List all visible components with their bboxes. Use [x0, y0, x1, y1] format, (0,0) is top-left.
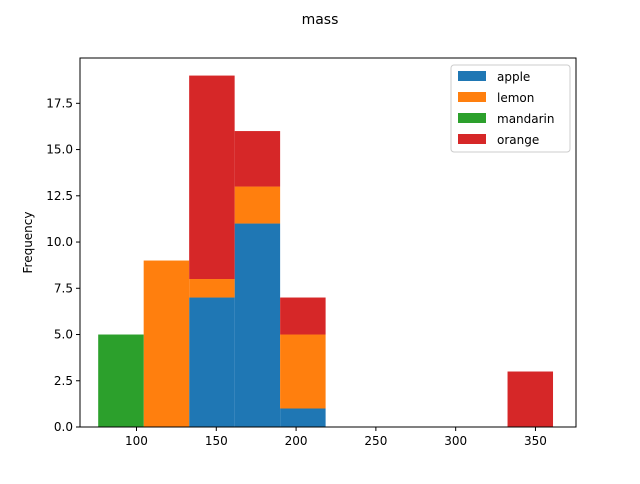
- bar-orange-bin-4: [280, 297, 326, 335]
- bar-apple-bin-3: [234, 223, 281, 427]
- bar-apple-bin-4: [280, 408, 326, 427]
- legend-swatch-orange: [458, 134, 486, 144]
- bar-apple-bin-2: [189, 297, 235, 427]
- x-tick-label: 200: [285, 434, 308, 448]
- y-tick-label: 10.0: [46, 235, 73, 249]
- x-tick-label: 350: [524, 434, 547, 448]
- y-tick-label: 17.5: [46, 96, 73, 110]
- bar-lemon-bin-3: [234, 186, 281, 224]
- y-tick-label: 12.5: [46, 189, 73, 203]
- legend-swatch-lemon: [458, 92, 486, 102]
- y-tick-label: 5.0: [54, 328, 73, 342]
- legend-label-apple: apple: [497, 70, 530, 84]
- legend-box: [450, 64, 571, 153]
- legend-label-lemon: lemon: [497, 91, 534, 105]
- y-axis-label: Frequency: [21, 212, 35, 274]
- legend-label-mandarin: mandarin: [497, 112, 555, 126]
- bar-mandarin-bin-0: [98, 334, 144, 427]
- bar-orange-bin-2: [189, 75, 235, 280]
- y-tick-label: 7.5: [54, 281, 73, 295]
- y-tick-label: 15.0: [46, 143, 73, 157]
- legend-label-orange: orange: [497, 133, 539, 147]
- chart-title: mass: [302, 12, 339, 28]
- x-tick-label: 300: [444, 434, 467, 448]
- x-axis: 100 150 200 250 300 350: [125, 427, 547, 448]
- bar-lemon-bin-2: [189, 279, 235, 298]
- legend: apple lemon mandarin orange: [450, 64, 571, 153]
- bar-lemon-bin-1: [143, 260, 190, 427]
- y-tick-label: 2.5: [54, 374, 73, 388]
- bar-lemon-bin-4: [280, 334, 326, 409]
- legend-swatch-mandarin: [458, 113, 486, 123]
- bar-orange-bin-3: [234, 131, 281, 187]
- legend-swatch-apple: [458, 71, 486, 81]
- bars-layer: [98, 75, 554, 427]
- y-tick-label: 0.0: [54, 420, 73, 434]
- y-axis: 0.0 2.5 5.0 7.5 10.0 12.5 15.0 17.5: [46, 96, 80, 434]
- x-tick-label: 100: [125, 434, 148, 448]
- x-tick-label: 150: [205, 434, 228, 448]
- x-tick-label: 250: [364, 434, 387, 448]
- bar-orange-bin-9: [507, 371, 554, 427]
